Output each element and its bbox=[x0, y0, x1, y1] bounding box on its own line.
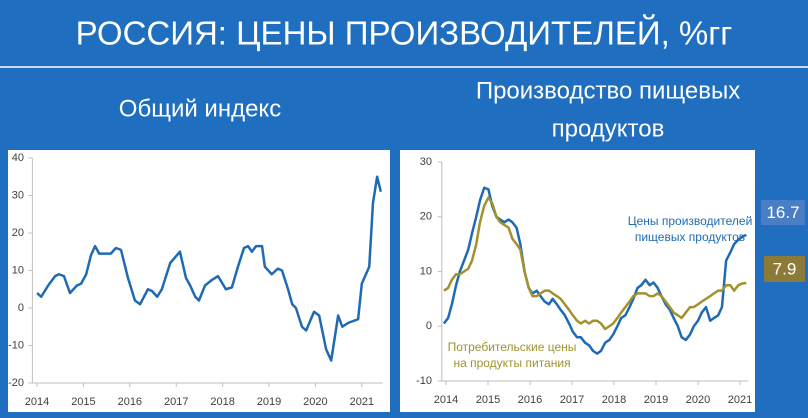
end-value-box bbox=[764, 256, 805, 282]
x-tick-label: 2017 bbox=[164, 396, 188, 408]
x-tick-label: 2015 bbox=[71, 396, 95, 408]
x-tick-label: 2016 bbox=[118, 396, 142, 408]
x-tick-label: 2021 bbox=[350, 396, 374, 408]
slide-title: РОССИЯ: ЦЕНЫ ПРОИЗВОДИТЕЛЕЙ, %гг bbox=[76, 15, 733, 52]
y-tick-label: 30 bbox=[420, 156, 432, 168]
y-tick-label: 10 bbox=[12, 264, 24, 276]
y-tick-label: 20 bbox=[420, 211, 432, 223]
x-tick-label: 2016 bbox=[518, 394, 542, 406]
y-tick-label: 0 bbox=[426, 320, 432, 332]
y-tick-label: 30 bbox=[12, 189, 24, 201]
y-tick-label: 40 bbox=[12, 152, 24, 164]
series-annotation: пищевых продуктов bbox=[635, 230, 745, 244]
end-value-label: 16.7 bbox=[766, 203, 799, 222]
chart-area bbox=[8, 150, 390, 412]
y-tick-label: 20 bbox=[12, 227, 24, 239]
chart-subtitle: Производство пищевых bbox=[476, 77, 740, 104]
x-tick-label: 2020 bbox=[686, 394, 710, 406]
series-annotation: Цены производителей bbox=[628, 214, 753, 228]
chart-subtitle: Общий индекс bbox=[119, 95, 281, 122]
end-value-box bbox=[761, 200, 805, 225]
x-tick-label: 2018 bbox=[210, 396, 234, 408]
series-line bbox=[36, 175, 383, 362]
x-tick-label: 2015 bbox=[476, 394, 500, 406]
end-value-label: 7.9 bbox=[773, 259, 797, 278]
x-tick-label: 2014 bbox=[25, 396, 49, 408]
x-tick-label: 2018 bbox=[602, 394, 626, 406]
x-tick-label: 2021 bbox=[728, 394, 752, 406]
x-tick-label: 2019 bbox=[257, 396, 281, 408]
x-tick-label: 2017 bbox=[560, 394, 584, 406]
x-tick-label: 2014 bbox=[434, 394, 458, 406]
x-tick-label: 2020 bbox=[303, 396, 327, 408]
chart-area bbox=[400, 150, 755, 412]
y-tick-label: -20 bbox=[8, 377, 24, 389]
chart-subtitle: продуктов bbox=[552, 115, 665, 142]
y-tick-label: -10 bbox=[8, 339, 24, 351]
y-tick-label: -10 bbox=[416, 375, 432, 387]
y-tick-label: 10 bbox=[420, 265, 432, 277]
series-annotation: на продукты питания bbox=[453, 356, 570, 370]
series-annotation: Потребительские цены bbox=[448, 340, 577, 354]
x-tick-label: 2019 bbox=[644, 394, 668, 406]
series-line bbox=[443, 196, 747, 331]
y-tick-label: 0 bbox=[18, 302, 24, 314]
